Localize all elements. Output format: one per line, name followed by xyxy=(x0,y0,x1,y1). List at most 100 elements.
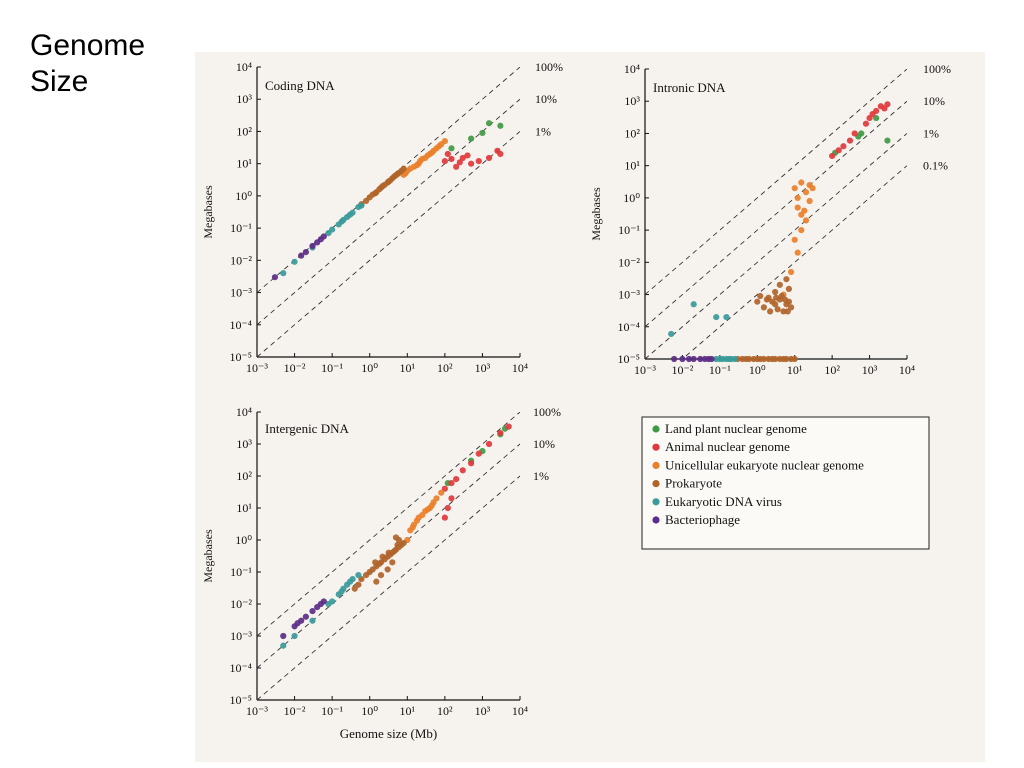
data-point xyxy=(413,517,420,524)
x-tick-label: 10⁻³ xyxy=(246,704,268,718)
y-tick-label: 10¹ xyxy=(236,157,252,171)
data-point xyxy=(809,185,816,192)
y-tick-label: 10⁴ xyxy=(236,405,252,419)
data-point xyxy=(791,236,798,243)
data-point xyxy=(453,163,460,170)
data-point xyxy=(760,355,767,363)
data-point xyxy=(713,355,720,363)
reference-label: 10% xyxy=(923,94,945,108)
y-tick-label: 10³ xyxy=(236,92,252,106)
legend-label: Bacteriophage xyxy=(665,512,740,527)
y-tick-label: 10⁻² xyxy=(618,255,640,269)
data-point xyxy=(355,581,362,588)
data-point xyxy=(806,197,813,205)
data-point xyxy=(794,249,801,256)
series-virus xyxy=(280,202,365,277)
data-point xyxy=(424,506,431,513)
legend-label: Animal nuclear genome xyxy=(665,439,790,454)
x-tick-label: 10⁴ xyxy=(512,704,528,718)
data-point xyxy=(468,135,475,142)
data-point xyxy=(280,632,287,640)
series-animal xyxy=(441,147,504,170)
legend-marker xyxy=(652,461,660,469)
data-point xyxy=(444,504,451,512)
y-tick-label: 10⁻² xyxy=(230,253,252,267)
slide-title: Genome Size xyxy=(30,29,146,98)
series-virus xyxy=(280,572,362,649)
data-point xyxy=(791,355,798,363)
reference-line xyxy=(645,69,907,295)
x-tick-label: 10⁻² xyxy=(284,704,306,718)
data-point xyxy=(441,485,448,492)
data-point xyxy=(441,514,448,521)
data-point xyxy=(475,158,482,165)
data-point xyxy=(485,440,493,448)
reference-line xyxy=(645,133,907,359)
series-unicellular xyxy=(780,179,816,298)
reference-label: 100% xyxy=(533,405,561,419)
data-point xyxy=(351,585,358,592)
panel-title: Intronic DNA xyxy=(653,80,726,95)
data-point xyxy=(419,511,426,519)
series-land_plant xyxy=(448,120,504,152)
data-point xyxy=(468,460,475,467)
data-point xyxy=(475,450,482,457)
x-tick-label: 10¹ xyxy=(787,363,803,377)
y-tick-label: 10⁻⁵ xyxy=(229,693,252,707)
legend-marker xyxy=(652,480,660,488)
data-point xyxy=(679,355,686,363)
data-point xyxy=(448,479,455,487)
data-point xyxy=(372,559,379,566)
legend-label: Unicellular eukaryote nuclear genome xyxy=(665,457,864,472)
y-tick-label: 10⁰ xyxy=(235,189,252,203)
data-point xyxy=(389,559,396,566)
data-point xyxy=(280,270,287,277)
y-tick-label: 10³ xyxy=(236,437,252,451)
data-point xyxy=(417,158,424,165)
y-axis-label: Megabases xyxy=(201,529,215,583)
data-point xyxy=(783,355,790,363)
data-point xyxy=(362,572,370,579)
x-tick-label: 10⁻¹ xyxy=(321,704,343,718)
data-point xyxy=(358,202,365,209)
x-tick-label: 10⁻² xyxy=(284,361,306,375)
panel-title: Coding DNA xyxy=(265,78,335,93)
reference-line xyxy=(681,165,907,359)
data-point xyxy=(298,252,305,259)
scatter-panel-3: 10⁻³ 10⁻² 10⁻¹ 10⁰ 10¹ 10² 10³ 10⁴ 10⁻⁵ 10⁻⁴ 10⁻³ 1… xyxy=(201,405,561,741)
data-point xyxy=(794,204,801,211)
series-prokaryote xyxy=(351,534,407,592)
data-point xyxy=(329,598,336,605)
data-point xyxy=(435,143,443,150)
data-point xyxy=(372,190,379,197)
data-point xyxy=(835,147,842,154)
y-tick-label: 10¹ xyxy=(236,501,252,515)
legend-marker xyxy=(652,443,660,451)
data-point xyxy=(497,150,504,158)
y-tick-label: 10⁰ xyxy=(235,533,252,547)
data-point xyxy=(745,355,753,363)
legend-label: Land plant nuclear genome xyxy=(665,421,807,436)
data-point xyxy=(780,308,787,315)
y-tick-label: 10² xyxy=(236,469,252,483)
data-point xyxy=(369,566,376,573)
x-tick-label: 10¹ xyxy=(399,361,415,375)
data-point xyxy=(485,154,493,162)
reference-label: 1% xyxy=(533,469,549,483)
y-tick-label: 10⁴ xyxy=(236,60,252,74)
data-point xyxy=(784,308,791,315)
y-tick-label: 10⁻⁵ xyxy=(617,352,640,366)
y-tick-label: 10⁴ xyxy=(624,62,640,76)
data-point xyxy=(671,355,678,363)
y-tick-label: 10⁻² xyxy=(230,597,252,611)
data-point xyxy=(400,165,407,172)
y-tick-label: 10⁻³ xyxy=(618,288,640,302)
data-point xyxy=(349,575,356,583)
series-phage xyxy=(271,233,327,281)
data-point xyxy=(787,268,795,276)
data-point xyxy=(302,613,309,620)
y-axis-label: Megabases xyxy=(201,185,215,239)
series-prokaryote xyxy=(358,165,407,208)
data-point xyxy=(338,218,345,225)
data-point xyxy=(873,114,880,122)
